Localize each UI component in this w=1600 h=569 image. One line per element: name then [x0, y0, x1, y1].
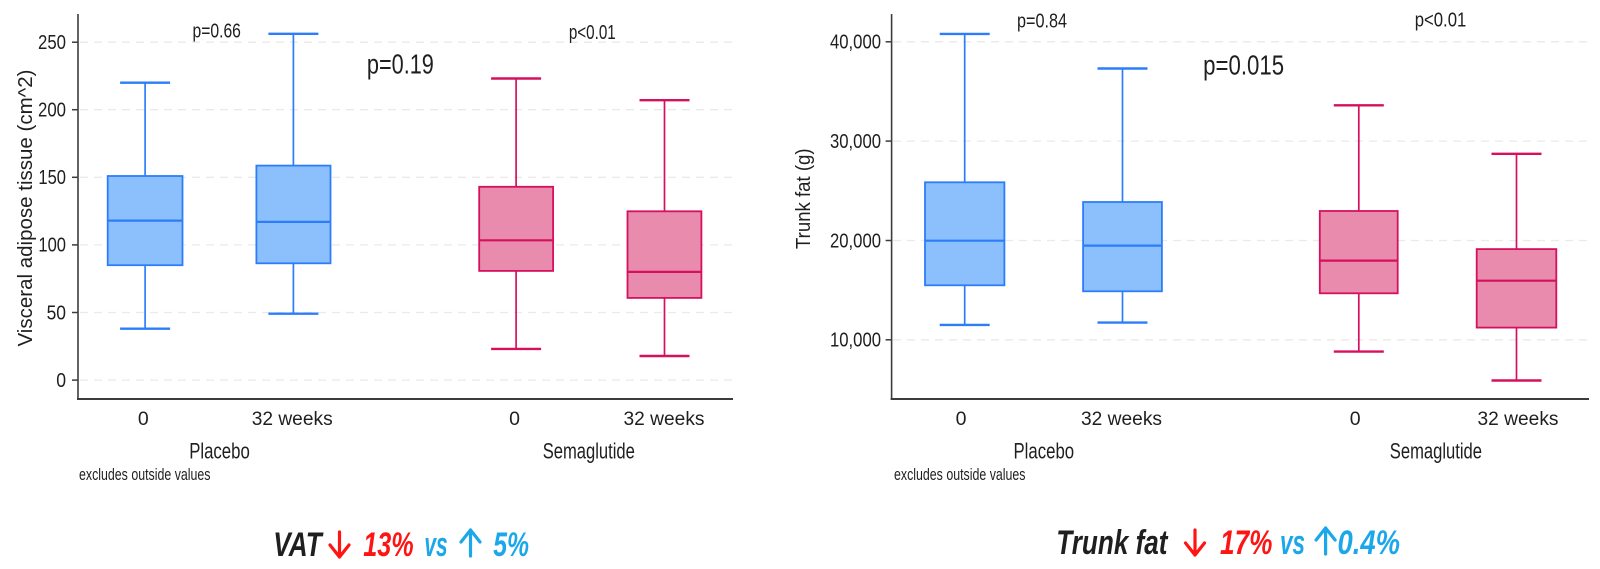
svg-text:150: 150	[38, 166, 66, 189]
svg-text:50: 50	[47, 301, 66, 324]
svg-text:0: 0	[138, 408, 149, 430]
svg-text:0: 0	[56, 369, 66, 392]
svg-text:200: 200	[38, 99, 66, 122]
svg-text:Trunk fat (g): Trunk fat (g)	[793, 148, 815, 249]
svg-text:Placebo: Placebo	[189, 439, 250, 464]
svg-text:5%: 5%	[493, 526, 529, 564]
svg-text:excludes outside values: excludes outside values	[894, 465, 1026, 484]
svg-text:Trunk fat: Trunk fat	[1056, 524, 1168, 562]
svg-text:13%: 13%	[363, 526, 413, 564]
svg-text:100: 100	[38, 234, 66, 257]
svg-text:VAT: VAT	[273, 526, 324, 564]
svg-text:40,000: 40,000	[830, 31, 881, 54]
svg-text:vs: vs	[424, 526, 447, 564]
svg-text:Placebo: Placebo	[1014, 439, 1075, 464]
svg-text:0: 0	[1350, 408, 1361, 430]
svg-text:10,000: 10,000	[830, 329, 881, 352]
svg-text:30,000: 30,000	[830, 130, 881, 153]
svg-text:Semaglutide: Semaglutide	[543, 439, 635, 464]
svg-text:Visceral adipose tissue (cm^2): Visceral adipose tissue (cm^2)	[15, 70, 37, 347]
svg-text:32 weeks: 32 weeks	[1081, 408, 1162, 430]
svg-text:p=0.19: p=0.19	[367, 49, 434, 80]
svg-text:p=0.66: p=0.66	[193, 21, 241, 43]
svg-text:Semaglutide: Semaglutide	[1390, 439, 1482, 464]
svg-text:250: 250	[38, 31, 66, 54]
svg-text:p=0.015: p=0.015	[1203, 49, 1284, 80]
svg-text:0: 0	[509, 408, 520, 430]
svg-text:p<0.01: p<0.01	[1415, 10, 1467, 32]
svg-text:0.4%: 0.4%	[1338, 524, 1401, 562]
svg-text:p<0.01: p<0.01	[569, 22, 616, 44]
svg-text:20,000: 20,000	[830, 229, 881, 252]
svg-text:32 weeks: 32 weeks	[252, 408, 333, 430]
svg-text:32 weeks: 32 weeks	[1478, 408, 1559, 430]
svg-text:0: 0	[956, 408, 967, 430]
svg-text:p=0.84: p=0.84	[1017, 10, 1067, 32]
svg-text:17%: 17%	[1220, 524, 1273, 562]
svg-text:excludes outside values: excludes outside values	[79, 465, 211, 484]
svg-text:32 weeks: 32 weeks	[624, 408, 705, 430]
svg-text:vs: vs	[1280, 524, 1305, 562]
